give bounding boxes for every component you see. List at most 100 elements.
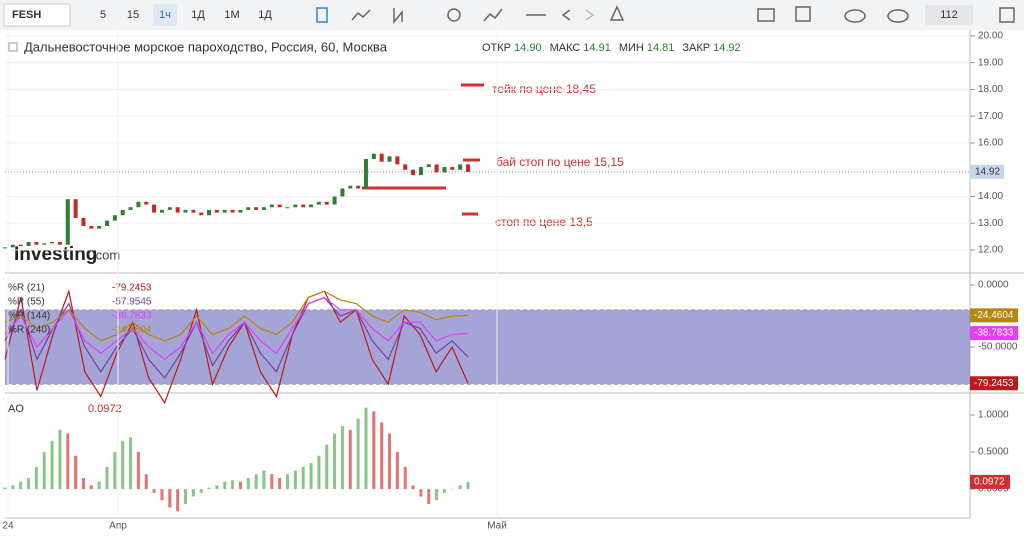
- watermark-suffix: .com: [92, 247, 120, 262]
- interval-button[interactable]: 1М: [224, 9, 239, 21]
- series-value: -57.9545: [112, 297, 152, 308]
- candle: [175, 207, 180, 213]
- ao-bar: [19, 481, 23, 490]
- ao-bar: [152, 489, 156, 493]
- y-tick-label: 0.5000: [978, 447, 1009, 458]
- wr-line: [4, 290, 469, 342]
- settings-icon[interactable]: [447, 8, 461, 22]
- candle: [120, 209, 125, 216]
- value-box-label: -24.4604: [974, 310, 1014, 321]
- candle: [3, 247, 7, 249]
- ao-bar: [223, 481, 227, 490]
- candle: [301, 204, 306, 208]
- ao-bar: [466, 481, 470, 490]
- ao-bar: [270, 474, 274, 490]
- ao-bar: [364, 407, 368, 490]
- ao-bar: [144, 474, 148, 490]
- candle: [57, 242, 62, 245]
- interval-button[interactable]: 5: [100, 9, 106, 21]
- stat-label: МАКС: [550, 42, 581, 54]
- ao-bar: [74, 455, 78, 490]
- candle: [379, 153, 384, 162]
- annotation-lines: [362, 83, 484, 216]
- candle: [356, 185, 361, 189]
- ao-bar: [411, 485, 415, 490]
- ao-bar: [50, 440, 54, 490]
- candle: [348, 185, 353, 189]
- y-tick-label: 17.00: [978, 111, 1003, 122]
- candle: [167, 207, 172, 210]
- ao-bar: [419, 489, 423, 497]
- interval-button[interactable]: 15: [127, 9, 139, 21]
- cloud-down-icon[interactable]: [844, 9, 866, 23]
- bars-icon[interactable]: [393, 8, 403, 25]
- candle: [395, 156, 400, 165]
- ao-bar: [97, 481, 101, 490]
- color-icon[interactable]: [795, 6, 811, 22]
- candle: [50, 242, 55, 244]
- wr-line: [4, 289, 469, 405]
- series-value: -24.4604: [112, 325, 152, 336]
- toolbar-icons: [316, 5, 1015, 25]
- fullscreen-icon[interactable]: [999, 7, 1015, 23]
- candle: [269, 204, 274, 208]
- ao-bar: [231, 480, 235, 490]
- ao-bar: [427, 489, 431, 504]
- candle: [293, 204, 298, 208]
- interval-button[interactable]: 1Д: [191, 9, 205, 21]
- interval-active[interactable]: [153, 4, 177, 26]
- last-price-label: 14.92: [975, 167, 1000, 178]
- candle: [34, 242, 39, 245]
- indicators-icon[interactable]: [483, 8, 503, 22]
- candle: [254, 207, 259, 210]
- y-tick-label: 14.00: [978, 191, 1003, 202]
- y-tick-label: 19.00: [978, 57, 1003, 68]
- annotation: стоп по цене 13,5: [495, 215, 593, 229]
- y-tick-label: 1.0000: [978, 410, 1009, 421]
- candle: [309, 204, 314, 208]
- ao-bar: [442, 489, 446, 493]
- stat-label: МИН: [619, 42, 644, 54]
- candle: [128, 207, 133, 210]
- stat-value: 14.92: [713, 42, 741, 54]
- ao-bar: [348, 429, 352, 490]
- candle: [230, 209, 235, 213]
- candle: [426, 164, 431, 168]
- candle: [418, 167, 423, 176]
- ao-bar: [11, 485, 15, 490]
- cloud-up-icon[interactable]: [887, 9, 909, 23]
- camera-icon[interactable]: [757, 8, 775, 22]
- ao-bar: [215, 485, 219, 490]
- candle: [403, 164, 408, 170]
- zoom-box[interactable]: [925, 5, 973, 25]
- stat-value: 14.81: [647, 42, 675, 54]
- candle: [363, 159, 368, 189]
- ao-bar: [254, 474, 258, 490]
- alert-icon[interactable]: [609, 5, 625, 21]
- y-tick-label: -50.0000: [978, 342, 1018, 353]
- y-tick-label: 0.0000: [978, 280, 1009, 291]
- ao-bar: [3, 487, 7, 490]
- candle: [105, 220, 110, 226]
- interval-button[interactable]: 1ч: [159, 9, 171, 21]
- undo-icon[interactable]: [561, 9, 571, 21]
- candle: [411, 169, 416, 176]
- line-icon[interactable]: [351, 9, 371, 21]
- y-tick-label: 0.0000: [978, 484, 1009, 495]
- ao-bar: [372, 411, 376, 490]
- x-tick-label: Май: [487, 521, 507, 532]
- collapse-box[interactable]: [8, 42, 18, 52]
- interval-button[interactable]: 1Д: [258, 9, 272, 21]
- ao-bar: [435, 489, 439, 501]
- symbol-box[interactable]: [3, 3, 71, 27]
- x-tick-label: Апр: [109, 521, 127, 532]
- candle-icon[interactable]: [316, 7, 328, 23]
- value-box-label: 0.0972: [974, 477, 1005, 488]
- ao-bar: [136, 452, 140, 490]
- candle: [434, 164, 439, 173]
- redo-icon[interactable]: [585, 9, 595, 21]
- level-band: [5, 309, 970, 385]
- y-tick-label: 18.00: [978, 84, 1003, 95]
- candle: [191, 209, 196, 213]
